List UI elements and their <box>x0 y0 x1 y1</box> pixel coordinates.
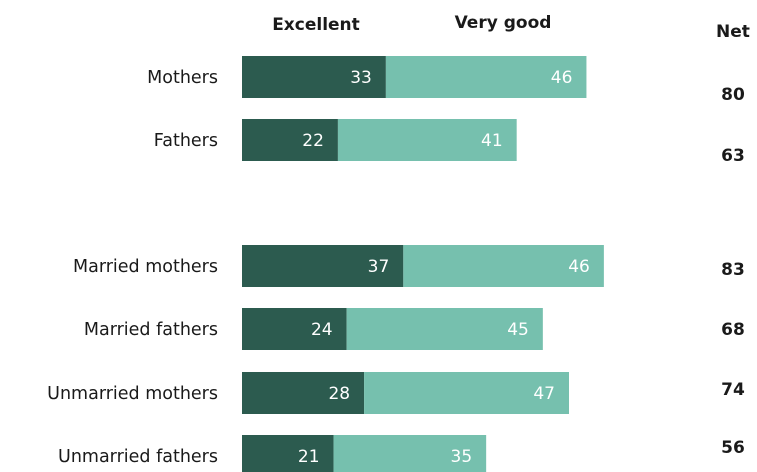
bar-very-good <box>403 245 604 287</box>
bar-excellent <box>242 435 334 472</box>
bar-row-fathers: Fathers 22 41 63 <box>154 119 745 166</box>
bar-very-good <box>333 435 487 472</box>
bar-very-good <box>385 56 587 98</box>
data-label-very-good: 41 <box>481 131 503 151</box>
column-headers: Excellent Very good Net <box>272 13 750 42</box>
bar-row-married-mothers: Married mothers 37 46 83 <box>73 245 745 287</box>
legend-very-good: Very good <box>455 13 552 33</box>
category-label: Married mothers <box>73 257 218 277</box>
data-label-very-good: 47 <box>533 384 555 404</box>
bar-row-unmarried-mothers: Unmarried mothers 28 47 74 <box>47 372 745 414</box>
net-value: 80 <box>721 85 745 105</box>
data-label-excellent: 37 <box>368 257 390 277</box>
bar-excellent <box>242 308 347 350</box>
legend-excellent: Excellent <box>272 15 360 35</box>
bar-excellent <box>242 119 338 161</box>
bar-very-good <box>364 372 569 414</box>
category-label: Married fathers <box>84 320 218 340</box>
data-label-excellent: 21 <box>298 447 320 467</box>
category-label: Fathers <box>154 131 218 151</box>
bar-row-married-fathers: Married fathers 24 45 68 <box>84 308 745 350</box>
bar-row-mothers: Mothers 33 46 80 <box>147 56 745 105</box>
net-value: 56 <box>721 438 745 458</box>
data-label-excellent: 24 <box>311 320 333 340</box>
bar-excellent <box>242 372 365 414</box>
bar-row-unmarried-fathers: Unmarried fathers 21 35 56 <box>58 435 745 472</box>
data-label-excellent: 33 <box>350 68 372 88</box>
net-header: Net <box>716 22 750 42</box>
data-label-excellent: 22 <box>302 131 324 151</box>
data-label-very-good: 35 <box>451 447 473 467</box>
category-label: Unmarried fathers <box>58 447 218 467</box>
bar-very-good <box>337 119 517 161</box>
bar-very-good <box>346 308 543 350</box>
net-value: 83 <box>721 260 745 280</box>
net-value: 63 <box>721 146 745 166</box>
net-value: 74 <box>721 380 745 400</box>
data-label-very-good: 46 <box>568 257 590 277</box>
data-label-very-good: 45 <box>507 320 529 340</box>
chart-rows: Mothers 33 46 80 Fathers 22 41 63 Married mother… <box>47 56 745 472</box>
category-label: Mothers <box>147 68 218 88</box>
data-label-excellent: 28 <box>328 384 350 404</box>
category-label: Unmarried mothers <box>47 384 218 404</box>
bar-excellent <box>242 245 404 287</box>
data-label-very-good: 46 <box>551 68 573 88</box>
bar-excellent <box>242 56 386 98</box>
net-value: 68 <box>721 320 745 340</box>
